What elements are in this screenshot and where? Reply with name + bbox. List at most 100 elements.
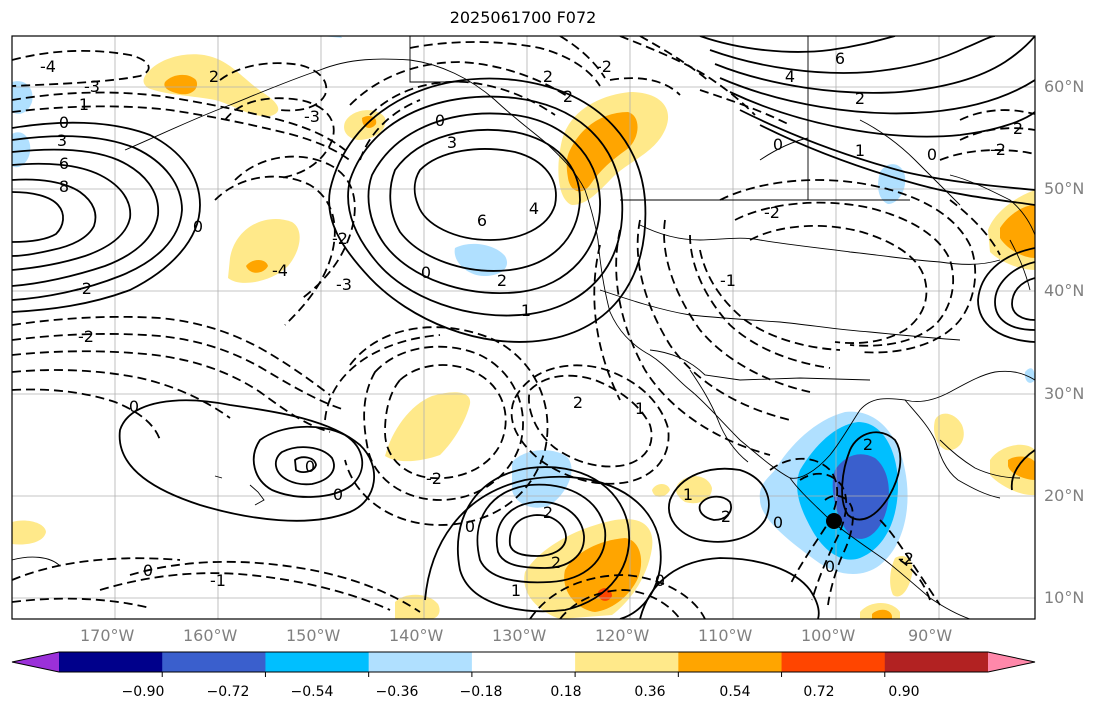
colorbar-segment <box>678 652 783 672</box>
contour-label: 0 <box>655 571 665 590</box>
lat-label-20n: 20°N <box>1044 486 1085 505</box>
colorbar-extend-high <box>988 652 1035 672</box>
contour-label: 3 <box>447 133 457 152</box>
shade-positive-mid-1 <box>164 74 198 95</box>
contour-label: 0 <box>773 513 783 532</box>
colorbar-tick-label: −0.18 <box>459 684 503 700</box>
lat-label-40n: 40°N <box>1044 281 1085 300</box>
lon-label-160w: 160°W <box>183 626 238 645</box>
solid-contours <box>12 36 1035 619</box>
lat-label-50n: 50°N <box>1044 179 1085 198</box>
shade-positive-light-15 <box>890 555 913 597</box>
contour-label: 1 <box>683 485 693 504</box>
colorbar-tick-label: 0.90 <box>888 684 920 700</box>
lon-label-130w: 130°W <box>492 626 547 645</box>
shade-negative-light-7 <box>1024 368 1035 383</box>
colorbar-tick-label: 0.72 <box>803 684 835 700</box>
contour-label: -3 <box>304 107 320 126</box>
shade-positive-light-8 <box>652 484 670 497</box>
contour-label: 0 <box>421 263 431 282</box>
contour-label: 2 <box>543 67 553 86</box>
shade-negative-light-1 <box>12 81 33 114</box>
lon-label-100w: 100°W <box>801 626 856 645</box>
contour-label: 4 <box>785 67 795 86</box>
shade-positive-mid-7 <box>564 538 642 612</box>
colorbar-tick-label: −0.54 <box>290 684 334 700</box>
contour-label: -2 <box>78 327 94 346</box>
colorbar-segment <box>162 652 266 672</box>
contour-label: 1 <box>79 95 89 114</box>
colorbar-segment <box>471 652 576 672</box>
shade-positive-light-5 <box>385 392 471 462</box>
contour-labels: -4 -3 1 0 3 6 8 2 -3 0 -4 -2 -2 0 3 6 4 … <box>40 49 1023 600</box>
colorbar-tick-label: −0.36 <box>375 684 419 700</box>
contour-label: 2 <box>863 435 873 454</box>
colorbar-tick-label: 0.54 <box>719 684 751 700</box>
contour-label: 0 <box>129 397 139 416</box>
contour-label: 0 <box>333 485 343 504</box>
contour-label: -2 <box>426 469 442 488</box>
contour-label: -1 <box>720 271 736 290</box>
contour-label: 0 <box>465 517 475 536</box>
contour-label: 1 <box>511 581 521 600</box>
contour-label: 2 <box>497 271 507 290</box>
shade-positive-mid-3 <box>246 260 268 273</box>
contour-label: 0 <box>773 135 783 154</box>
map-title: 2025061700 F072 <box>449 8 597 27</box>
colorbar-segment <box>368 652 473 672</box>
contour-label: 2 <box>721 507 731 526</box>
colorbar-extend-low <box>12 652 59 672</box>
shade-positive-mid-14 <box>872 609 892 619</box>
contour-label: 0 <box>825 557 835 576</box>
map-frame <box>11 35 1036 620</box>
contour-label: 0 <box>305 457 315 476</box>
contour-label: -3 <box>336 275 352 294</box>
shade-positive-light-3 <box>228 219 300 283</box>
contour-label: -4 <box>40 57 56 76</box>
contour-label: -2 <box>332 229 348 248</box>
coastlines <box>12 36 1035 619</box>
lat-label-30n: 30°N <box>1044 384 1085 403</box>
colorbar <box>11 651 1036 677</box>
shade-negative-strong-mexico <box>832 454 889 539</box>
contour-label: 1 <box>521 301 531 320</box>
shade-positive-light-1 <box>143 54 279 117</box>
contour-label: 0 <box>143 561 153 580</box>
lat-label-60n: 60°N <box>1044 77 1085 96</box>
dashed-contours <box>12 36 1035 619</box>
lon-label-90w: 90°W <box>908 626 953 645</box>
colorbar-segment <box>781 652 886 672</box>
contour-label: 2 <box>563 87 573 106</box>
contour-label: 2 <box>543 503 553 522</box>
contour-label: 0 <box>435 111 445 130</box>
contour-label: 2 <box>1013 119 1023 138</box>
colorbar-tick-label: 0.36 <box>634 684 666 700</box>
shade-positive-light-6 <box>12 520 46 545</box>
contour-label: 8 <box>59 177 69 196</box>
lon-label-170w: 170°W <box>80 626 135 645</box>
contour-label: -2 <box>76 279 92 298</box>
contour-label: -2 <box>990 140 1006 159</box>
contour-label: 2 <box>551 553 561 572</box>
contour-label: 2 <box>855 89 865 108</box>
colorbar-tick-label: 0.18 <box>550 684 582 700</box>
contour-label: 6 <box>477 211 487 230</box>
lat-label-10n: 10°N <box>1044 588 1085 607</box>
contour-label: 1 <box>855 141 865 160</box>
colorbar-segment <box>884 652 989 672</box>
lon-label-110w: 110°W <box>698 626 753 645</box>
contour-label: 2 <box>209 67 219 86</box>
colorbar-tick-label: −0.72 <box>206 684 250 700</box>
contour-label: 1 <box>635 399 645 418</box>
contour-label: 0 <box>927 145 937 164</box>
contour-label: 2 <box>573 393 583 412</box>
lon-label-150w: 150°W <box>286 626 341 645</box>
colorbar-segment <box>265 652 370 672</box>
colorbar-tick-label: −0.90 <box>121 684 165 700</box>
contour-label: 6 <box>59 154 69 173</box>
contour-label: -2 <box>898 549 914 568</box>
shade-negative-light-2 <box>12 132 31 168</box>
shade-positive-light-9 <box>676 476 712 504</box>
shade-positive-mid-12 <box>1008 456 1035 480</box>
